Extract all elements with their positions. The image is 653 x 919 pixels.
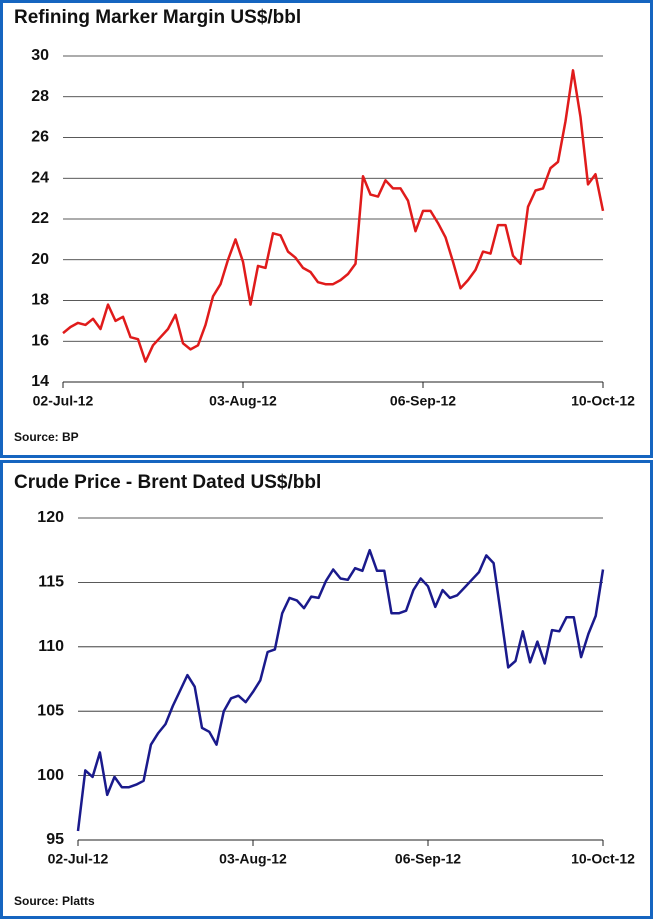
y-tick-label: 14	[31, 373, 49, 390]
chart-title: Crude Price - Brent Dated US$/bbl	[14, 472, 321, 493]
source-note: Source: BP	[14, 430, 79, 444]
y-tick-label: 95	[46, 831, 64, 848]
source-note: Source: Platts	[14, 894, 95, 908]
chart-title: Refining Marker Margin US$/bbl	[14, 7, 301, 28]
data-line	[76, 548, 605, 832]
x-tick-label: 03-Aug-12	[219, 851, 287, 867]
y-tick-label: 30	[31, 47, 49, 64]
y-tick-label: 105	[37, 702, 64, 719]
y-tick-label: 120	[37, 509, 64, 526]
y-tick-label: 28	[31, 88, 49, 105]
x-tick-label: 06-Sep-12	[395, 851, 461, 867]
y-tick-label: 20	[31, 251, 49, 268]
x-tick-label: 02-Jul-12	[33, 393, 94, 409]
x-tick-label: 03-Aug-12	[209, 393, 277, 409]
panel-border	[0, 0, 653, 458]
x-tick-label: 10-Oct-12	[571, 393, 635, 409]
y-tick-label: 24	[31, 169, 49, 186]
y-tick-label: 26	[31, 129, 49, 146]
y-tick-label: 22	[31, 210, 49, 227]
x-tick-label: 02-Jul-12	[48, 851, 109, 867]
x-tick-label: 06-Sep-12	[390, 393, 456, 409]
y-tick-label: 115	[38, 574, 64, 591]
y-tick-label: 16	[31, 332, 49, 349]
x-tick-label: 10-Oct-12	[571, 851, 635, 867]
y-tick-label: 18	[31, 292, 49, 309]
data-line	[62, 69, 605, 363]
y-tick-label: 100	[37, 767, 64, 784]
y-tick-label: 110	[38, 638, 64, 655]
panel-border	[0, 460, 653, 919]
